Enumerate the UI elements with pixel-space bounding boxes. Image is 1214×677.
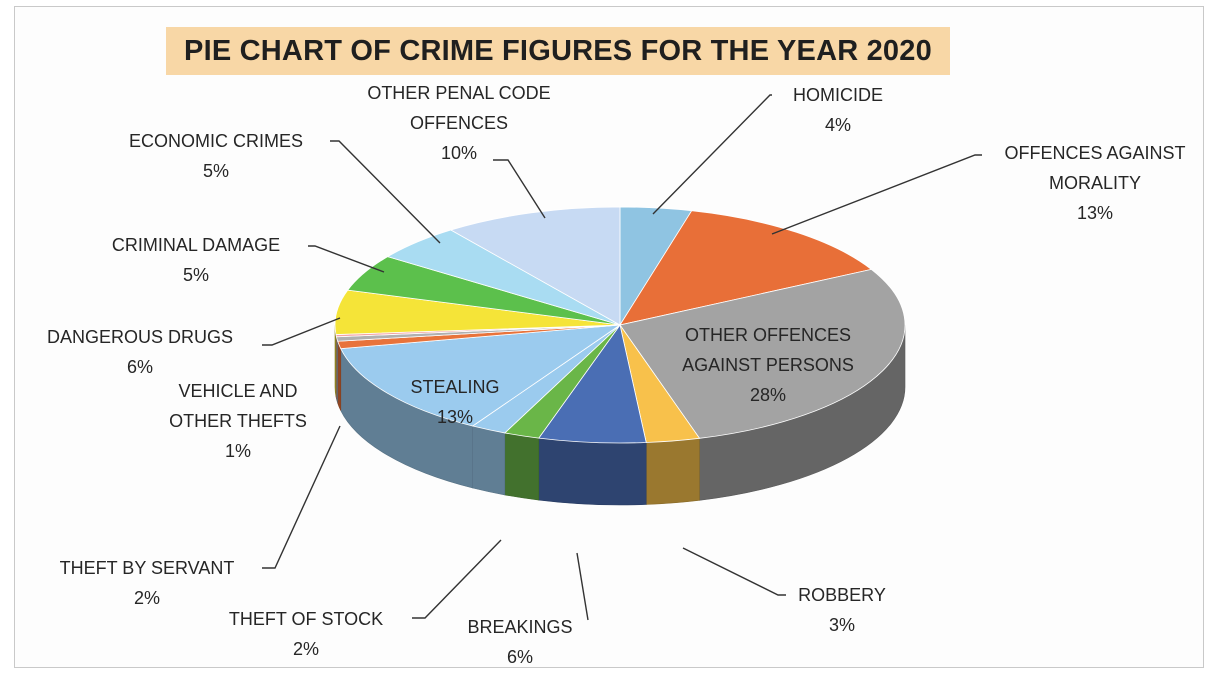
- pie-slice-12: [449, 206, 621, 326]
- leader-line-11: [330, 140, 441, 244]
- slice-label-text: AGAINST PERSONS: [682, 355, 854, 375]
- leader-line-0: [652, 94, 772, 215]
- leader-line-9: [262, 317, 341, 346]
- pie-tops: [334, 206, 906, 444]
- slice-label-text: OTHER PENAL CODE: [367, 83, 551, 103]
- slice-label-3: ROBBERY 3%: [798, 580, 886, 640]
- slice-label-text: THEFT BY SERVANT: [59, 558, 235, 578]
- slice-label-text: CRIMINAL DAMAGE: [111, 235, 281, 255]
- slice-label-text: HOMICIDE: [793, 85, 883, 105]
- pie-side-8: [337, 341, 342, 411]
- slice-label-6: THEFT BY SERVANT 2%: [60, 553, 235, 613]
- pie-slice-1: [619, 210, 873, 326]
- slice-label-text: OFFENCES AGAINST: [1004, 143, 1186, 163]
- pie-slice-2: [619, 268, 906, 439]
- slice-label-1: OFFENCES AGAINST MORALITY 13%: [1004, 138, 1185, 228]
- pie-side-4: [538, 437, 647, 506]
- leader-line-12: [493, 159, 546, 219]
- slice-label-text: ROBBERY: [798, 585, 886, 605]
- slice-value-label: 13%: [1076, 203, 1114, 223]
- leader-line-10: [308, 245, 385, 273]
- slice-label-text: MORALITY: [1048, 173, 1141, 193]
- slice-label-11: ECONOMIC CRIMES 5%: [129, 126, 303, 186]
- title-background: [166, 27, 950, 75]
- slice-label-5: THEFT OF STOCK 2%: [229, 604, 383, 664]
- slice-label-text: DANGEROUS DRUGS: [46, 327, 234, 347]
- slice-value-label: 10%: [440, 143, 478, 163]
- slice-value-label: 13%: [436, 407, 474, 427]
- slice-label-8: VEHICLE AND OTHER THEFTS 1%: [169, 376, 307, 466]
- slice-label-text: ECONOMIC CRIMES: [128, 131, 304, 151]
- leader-line-1: [771, 154, 982, 235]
- slice-value-label: 6%: [126, 357, 153, 377]
- slice-value-label: 5%: [202, 161, 230, 181]
- chart-title: PIE CHART OF CRIME FIGURES FOR THE YEAR …: [184, 35, 932, 67]
- slice-label-2: OTHER OFFENCES AGAINST PERSONS 28%: [682, 320, 854, 410]
- slice-label-0: HOMICIDE 4%: [793, 80, 883, 140]
- slice-label-text: VEHICLE AND: [178, 381, 298, 401]
- pie-slice-7: [340, 324, 622, 427]
- slice-label-7: STEALING 13%: [410, 372, 499, 432]
- slice-label-12: OTHER PENAL CODE OFFENCES 10%: [367, 78, 550, 168]
- slice-label-text: OFFENCES: [409, 113, 508, 133]
- pie-side-6: [472, 425, 506, 496]
- slice-label-9: DANGEROUS DRUGS 6%: [47, 322, 233, 382]
- slice-label-10: CRIMINAL DAMAGE 5%: [112, 230, 280, 290]
- slice-label-4: BREAKINGS 6%: [467, 612, 572, 672]
- slice-value-label: 28%: [749, 385, 787, 405]
- slice-label-text: BREAKINGS: [467, 617, 573, 637]
- slice-value-label: 1%: [224, 441, 252, 461]
- leader-line-5: [412, 539, 502, 619]
- leader-lines: [262, 94, 982, 621]
- pie-sides: [334, 324, 906, 506]
- slice-label-text: STEALING: [410, 377, 500, 397]
- slice-value-label: 5%: [182, 265, 210, 285]
- slice-value-label: 2%: [133, 588, 160, 608]
- slice-label-text: OTHER THEFTS: [169, 411, 307, 431]
- slice-label-text: THEFT OF STOCK: [228, 609, 384, 629]
- pie-side-3: [645, 437, 700, 505]
- slice-label-text: OTHER OFFENCES: [684, 325, 851, 345]
- leader-line-3: [682, 547, 786, 596]
- slice-value-label: 4%: [824, 115, 851, 135]
- slice-value-label: 3%: [828, 615, 856, 635]
- leader-line-6: [262, 425, 341, 569]
- slice-value-label: 6%: [506, 647, 533, 667]
- slice-value-label: 2%: [292, 639, 320, 659]
- pie-side-5: [504, 432, 540, 501]
- leader-line-4: [576, 552, 589, 621]
